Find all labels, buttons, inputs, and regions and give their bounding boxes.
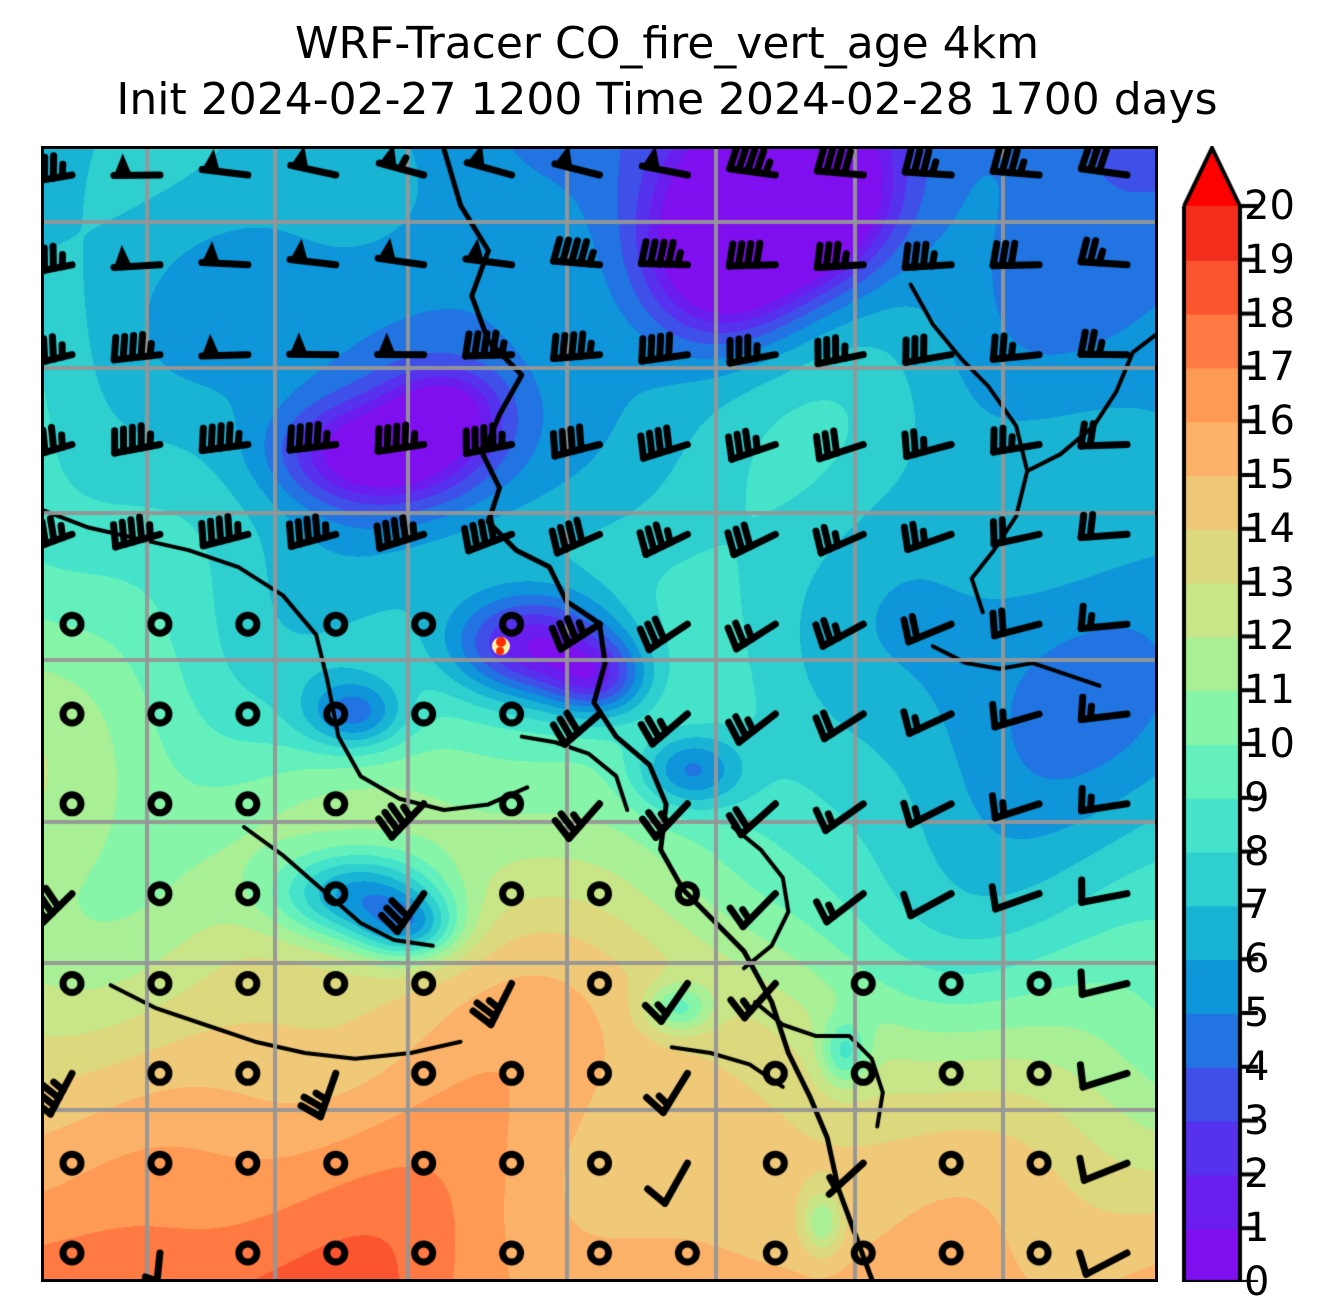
colorbar-tick-6: 6	[1244, 936, 1270, 983]
colorbar-tick-9: 9	[1244, 774, 1270, 821]
title-line-2: Init 2024-02-27 1200 Time 2024-02-28 170…	[116, 74, 1218, 125]
colorbar-tick-3: 3	[1244, 1097, 1270, 1144]
colorbar-tick-1: 1	[1244, 1205, 1270, 1252]
colorbar-tick-5: 5	[1244, 990, 1270, 1036]
colorbar-tick-0: 0	[1244, 1259, 1270, 1305]
colorbar-tick-16: 16	[1244, 398, 1295, 445]
colorbar-tick-13: 13	[1244, 559, 1295, 606]
tracer-age-map-canvas[interactable]	[44, 149, 1155, 1279]
colorbar-tick-14: 14	[1244, 505, 1295, 552]
colorbar-tick-7: 7	[1244, 882, 1270, 929]
colorbar-tick-15: 15	[1244, 452, 1295, 498]
colorbar-tick-10: 10	[1244, 721, 1295, 767]
colorbar[interactable]: 0 1 2 3 4 5 6 7 8 9 10 11 12 13 14 15 16 17 18 19 20	[1178, 146, 1334, 1302]
title-line-1: WRF-Tracer CO_fire_vert_age 4km	[294, 18, 1040, 69]
colorbar-tick-11: 11	[1244, 667, 1295, 714]
colorbar-tick-8: 8	[1244, 828, 1270, 875]
map-plot-area[interactable]	[41, 146, 1158, 1282]
colorbar-tick-17: 17	[1244, 344, 1295, 391]
colorbar-tick-18: 18	[1244, 290, 1295, 337]
colorbar-tick-2: 2	[1244, 1151, 1270, 1198]
colorbar-gradient	[1178, 146, 1334, 1282]
figure-title: WRF-Tracer CO_fire_vert_age 4km Init 202…	[0, 16, 1334, 128]
colorbar-tick-20: 20	[1244, 183, 1295, 229]
colorbar-tick-4: 4	[1244, 1043, 1270, 1090]
colorbar-tick-12: 12	[1244, 613, 1295, 660]
colorbar-tick-19: 19	[1244, 236, 1295, 283]
